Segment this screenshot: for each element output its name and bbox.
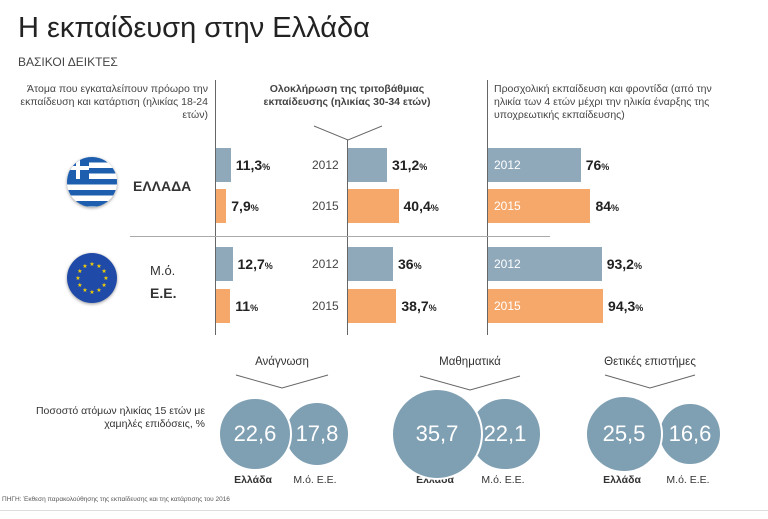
bar-value-label: 31,2%	[392, 157, 428, 173]
bar-value-label: 11,3%	[235, 157, 271, 173]
row-label-greece: ΕΛΛΑΔΑ	[133, 178, 192, 194]
bar-value-label: 7,9%	[231, 198, 259, 214]
year-label: 2012	[312, 158, 339, 172]
star-icon: ★	[89, 261, 94, 268]
bar	[216, 289, 231, 323]
greece-flag-icon	[67, 157, 117, 207]
year-label: 2015	[312, 299, 339, 313]
bubble: 17,8	[283, 400, 351, 468]
year-label: 2012	[494, 158, 521, 172]
bar-value-label: 76%	[585, 157, 610, 173]
bubble-group-title: Μαθηματικά	[439, 356, 501, 368]
bar	[216, 247, 233, 281]
bottom-rule	[0, 510, 768, 511]
bar-value-label: 11%	[235, 298, 259, 314]
bubble-label: Μ.ό. Ε.Ε.	[481, 474, 525, 486]
star-icon: ★	[89, 289, 94, 296]
star-icon: ★	[103, 275, 108, 282]
bubble-ylabel: Ποσοστό ατόμων ηλικίας 15 ετών με χαμηλέ…	[35, 405, 205, 430]
year-label: 2015	[312, 199, 339, 213]
eu-stars: ★★★★★★★★★ ★ ★★	[75, 261, 108, 296]
year-label: 2015	[494, 199, 521, 213]
bar	[348, 148, 387, 182]
page-title: Η εκπαίδευση στην Ελλάδα	[18, 12, 370, 44]
bubble: 35,7	[390, 387, 484, 481]
bubble-group-title: Θετικές επιστήμες	[604, 356, 696, 368]
col2-header: Ολοκλήρωση της τριτοβάθμιας εκπαίδευσης …	[263, 83, 431, 108]
bubble: 16,6	[657, 401, 723, 467]
bubble-label: Μ.ό. Ε.Ε.	[293, 474, 337, 486]
star-icon: ★	[82, 287, 87, 294]
bar-value-label: 84%	[595, 198, 620, 214]
bubble-group-title: Ανάγνωση	[255, 356, 309, 368]
bar	[348, 247, 393, 281]
eu-flag-icon: ★ ★ ★ ★ ★ ★ ★ ★ ★ ★ ★ ★	[67, 253, 117, 303]
divider	[487, 80, 488, 335]
bar	[488, 148, 581, 182]
star-icon: ★	[82, 263, 87, 270]
bar	[488, 247, 602, 281]
bar-value-label: 40,4%	[403, 198, 439, 214]
star-icon: ★	[96, 287, 101, 294]
bar	[348, 289, 397, 323]
bar-value-label: 38,7%	[401, 298, 437, 314]
bar-value-label: 93,2%	[606, 256, 642, 272]
bubble: 22,6	[217, 396, 293, 472]
col1-header: Άτομα που εγκαταλείπουν πρόωρο την εκπαί…	[20, 83, 208, 121]
year-label: 2015	[494, 299, 521, 313]
bar	[488, 189, 591, 223]
bubble-label: Ελλάδα	[234, 474, 272, 486]
bar-value-label: 36%	[398, 256, 422, 272]
bubble-label: Ελλάδα	[603, 474, 641, 486]
bubble: 25,5	[584, 394, 664, 474]
source-note: ΠΗΓΗ: Έκθεση παρακολούθησης της εκπαίδευ…	[2, 496, 230, 503]
bar-value-label: 12,7%	[237, 256, 273, 272]
year-label: 2012	[312, 257, 339, 271]
star-icon: ★	[96, 263, 101, 270]
bar	[216, 189, 227, 223]
row-label-eu: Ε.Ε.	[150, 285, 177, 301]
bar	[348, 189, 399, 223]
row-label-eu: Μ.ό.	[150, 263, 176, 278]
star-icon: ★	[77, 282, 82, 289]
star-icon: ★	[101, 282, 106, 289]
row-divider	[130, 236, 550, 237]
bar-value-label: 94,3%	[608, 298, 644, 314]
star-icon: ★	[77, 268, 82, 275]
col3-header: Προσχολική εκπαίδευση και φροντίδα (από …	[494, 83, 712, 121]
divider	[215, 80, 216, 335]
subtitle: ΒΑΣΙΚΟΙ ΔΕΙΚΤΕΣ	[18, 55, 118, 69]
bar	[488, 289, 604, 323]
star-icon: ★	[75, 275, 80, 282]
bubble-label: Μ.ό. Ε.Ε.	[666, 474, 710, 486]
divider	[347, 140, 348, 335]
star-icon: ★	[101, 268, 106, 275]
year-label: 2012	[494, 257, 521, 271]
bar	[216, 148, 231, 182]
